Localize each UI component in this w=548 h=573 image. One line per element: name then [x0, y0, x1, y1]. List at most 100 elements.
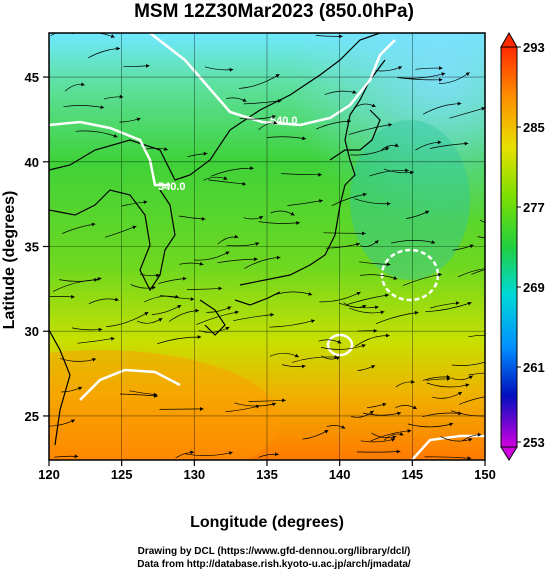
- contour-label-1: 540.0: [270, 115, 298, 127]
- streamline: [407, 423, 454, 428]
- streamline-arrow: [396, 449, 401, 454]
- streamline-arrow: [296, 221, 300, 225]
- streamline-arrow: [228, 451, 233, 455]
- streamline-arrow: [78, 386, 83, 391]
- streamline-arrow: [277, 99, 282, 103]
- streamline-arrow: [371, 103, 376, 107]
- streamline-arrow: [98, 327, 103, 332]
- streamline-arrow: [410, 379, 415, 384]
- colorbar-label-277: 277: [523, 200, 545, 215]
- lat-lon-grid: [49, 33, 485, 460]
- streamline-arrow: [398, 66, 402, 70]
- streamline-arrow: [199, 261, 204, 266]
- streamline-arrow: [182, 276, 187, 281]
- streamline-arrow: [218, 286, 223, 291]
- streamline-arrow: [489, 359, 493, 363]
- streamline-arrow: [153, 392, 158, 397]
- streamline-arrow: [467, 301, 472, 306]
- x-tick-label-120: 120: [38, 467, 60, 482]
- streamline: [479, 219, 485, 223]
- streamline-arrow: [362, 192, 367, 197]
- streamline-arrow: [374, 305, 379, 310]
- streamline-arrow: [175, 294, 179, 299]
- streamline-arrow: [250, 166, 254, 171]
- streamline: [75, 130, 118, 138]
- x-tick-label-140: 140: [329, 467, 351, 482]
- streamline-arrow: [356, 242, 360, 247]
- streamline-arrow: [197, 335, 202, 339]
- streamline-arrow: [255, 242, 260, 246]
- streamline-arrow: [492, 414, 496, 418]
- streamline-arrow: [457, 101, 462, 106]
- x-tick-label-135: 135: [256, 467, 278, 482]
- streamline-arrow: [391, 438, 395, 442]
- x-tick-label-150: 150: [474, 467, 496, 482]
- streamline-arrow: [438, 272, 442, 277]
- streamline-arrow: [234, 234, 239, 239]
- credit-drawing: Drawing by DCL (https://www.gfd-dennou.o…: [137, 546, 411, 557]
- streamline: [457, 268, 485, 278]
- streamline-arrow: [458, 392, 462, 396]
- credit-data: Data from http://database.rish.kyoto-u.a…: [137, 559, 411, 570]
- streamline-arrow: [399, 432, 404, 436]
- streamline: [450, 410, 485, 417]
- streamline-arrow: [388, 123, 392, 127]
- streamline-arrow: [91, 222, 96, 227]
- streamline: [459, 396, 485, 405]
- streamline-arrow: [110, 336, 115, 341]
- streamline-arrow: [437, 140, 442, 145]
- coastlines: [49, 33, 386, 446]
- streamline-arrow: [458, 411, 462, 416]
- streamline-arrow: [477, 432, 482, 437]
- streamline-arrow: [302, 136, 306, 141]
- streamline-arrow: [371, 365, 376, 369]
- streamline-arrow: [259, 216, 264, 220]
- streamline: [211, 167, 254, 177]
- streamline-arrow: [414, 310, 419, 315]
- colorbar-label-253: 253: [523, 435, 545, 450]
- streamline-arrow: [385, 293, 389, 298]
- streamline: [425, 302, 472, 313]
- streamline: [319, 291, 361, 303]
- streamline-arrow: [272, 115, 276, 119]
- streamline: [269, 319, 315, 328]
- x-axis-title: Longitude (degrees): [190, 514, 344, 531]
- streamline-arrow: [113, 134, 118, 138]
- streamline-arrow: [227, 306, 232, 310]
- streamline-arrow: [465, 383, 470, 388]
- streamline: [375, 312, 419, 325]
- x-tick-label-145: 145: [401, 467, 423, 482]
- streamline-arrow: [143, 200, 148, 204]
- streamline-arrow: [439, 77, 443, 82]
- streamline-arrow: [382, 402, 387, 407]
- streamline-arrow: [308, 292, 313, 296]
- streamline-arrow: [449, 422, 454, 427]
- streamline-arrow: [163, 147, 168, 151]
- streamline: [348, 124, 393, 135]
- streamline-arrow: [200, 407, 204, 411]
- streamline-arrow: [319, 199, 323, 203]
- streamline-arrow: [76, 25, 80, 29]
- streamline: [159, 408, 204, 410]
- contour-label-2: 540.0: [158, 181, 186, 193]
- streamline-arrow: [80, 82, 85, 86]
- streamline-arrow: [410, 170, 414, 175]
- streamline-arrow: [335, 356, 340, 361]
- streamline-arrow: [465, 72, 470, 76]
- streamline: [471, 269, 485, 275]
- streamline-arrow: [225, 327, 230, 331]
- streamline-arrow: [92, 358, 96, 362]
- streamline-arrow: [362, 305, 367, 309]
- streamline-arrow: [71, 294, 75, 299]
- streamline-arrow: [275, 74, 280, 78]
- streamline-arrow: [97, 277, 102, 281]
- streamline: [323, 232, 366, 234]
- streamline: [50, 33, 57, 36]
- colorbar-label-261: 261: [523, 360, 545, 375]
- colorbar-label-269: 269: [523, 280, 545, 295]
- streamline-arrow: [405, 168, 409, 173]
- streamline-arrow: [195, 308, 199, 313]
- streamline-arrow: [114, 297, 119, 302]
- streamline-arrow: [274, 452, 279, 456]
- streamline-arrow: [203, 151, 208, 156]
